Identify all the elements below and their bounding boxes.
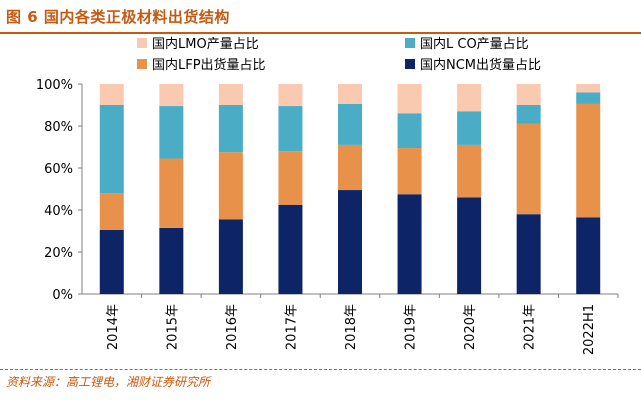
bar-lco-3 xyxy=(218,105,243,153)
legend-swatch-lco xyxy=(405,38,415,48)
legend-swatch-lmo xyxy=(137,38,147,48)
x-tick-label: 2021年 xyxy=(523,304,538,350)
bar-lfp-7 xyxy=(457,144,482,198)
bar-ncm-2 xyxy=(159,227,184,294)
bar-lmo-6 xyxy=(397,84,422,114)
x-tick-label: 2015年 xyxy=(165,304,180,350)
x-tick-label: 2019年 xyxy=(404,304,419,350)
bar-lfp-9 xyxy=(576,103,601,218)
x-tick-label: 2016年 xyxy=(225,304,240,350)
bar-lfp-1 xyxy=(99,193,124,230)
legend-label-lco: 国内L CO产量占比 xyxy=(420,36,529,52)
bar-ncm-1 xyxy=(99,229,124,294)
title-divider xyxy=(0,32,641,34)
bar-lco-1 xyxy=(99,105,124,194)
y-tick-label: 40% xyxy=(44,204,73,219)
y-tick-label: 60% xyxy=(44,162,73,177)
bar-lfp-8 xyxy=(516,123,541,215)
bar-lco-8 xyxy=(516,105,541,124)
y-tick-label: 100% xyxy=(36,78,73,93)
bar-lfp-3 xyxy=(218,152,243,220)
source-note: 资料来源：高工锂电，湘财证券研究所 xyxy=(6,375,211,389)
bar-lco-4 xyxy=(278,106,303,152)
y-tick-label: 0% xyxy=(52,288,73,303)
bar-lco-9 xyxy=(576,92,601,104)
bar-ncm-8 xyxy=(516,214,541,294)
legend-label-lmo: 国内LMO产量占比 xyxy=(152,36,259,52)
x-tick-label: 2017年 xyxy=(284,304,299,350)
bar-lmo-5 xyxy=(338,84,362,104)
legend-swatch-ncm xyxy=(405,59,415,69)
y-tick-label: 80% xyxy=(44,120,73,135)
source-divider xyxy=(0,369,641,370)
bar-lmo-1 xyxy=(99,84,124,105)
bar-ncm-6 xyxy=(397,194,422,294)
bar-lfp-2 xyxy=(159,158,184,228)
bar-lfp-6 xyxy=(397,148,422,195)
legend-swatch-lfp xyxy=(137,59,147,69)
bars xyxy=(99,84,601,294)
bar-ncm-9 xyxy=(576,217,601,294)
x-axis: 2014年 2015年 2016年 2017年 2018年 2019年 2020年 2021年… xyxy=(106,294,619,355)
bar-lmo-8 xyxy=(516,84,541,105)
bar-lmo-9 xyxy=(576,84,601,93)
bar-lco-7 xyxy=(457,111,482,145)
bar-ncm-7 xyxy=(457,197,482,294)
bar-lmo-4 xyxy=(278,84,303,107)
bar-lco-5 xyxy=(338,103,362,145)
bar-lmo-7 xyxy=(457,84,482,112)
bar-lmo-2 xyxy=(159,84,184,107)
bar-lfp-4 xyxy=(278,151,303,205)
x-tick-label: 2014年 xyxy=(106,304,121,350)
y-tick-label: 20% xyxy=(44,246,73,261)
figure-title: 图 6 国内各类正极材料出货结构 xyxy=(6,8,230,26)
bar-ncm-3 xyxy=(218,219,243,294)
legend-label-lfp: 国内LFP出货量占比 xyxy=(152,57,266,73)
x-tick-label: 2018年 xyxy=(344,304,359,350)
bar-lco-2 xyxy=(159,106,184,159)
x-tick-label: 2022H1 xyxy=(582,304,597,355)
bar-ncm-5 xyxy=(338,190,362,294)
bar-lco-6 xyxy=(397,113,422,149)
bar-lfp-5 xyxy=(338,144,362,191)
bar-ncm-4 xyxy=(278,204,303,294)
legend-label-ncm: 国内NCM出货量占比 xyxy=(420,57,541,73)
bar-lmo-3 xyxy=(218,84,243,105)
y-axis: 0% 20% 40% 60% 80% 100% xyxy=(36,78,618,303)
x-tick-label: 2020年 xyxy=(463,304,478,350)
